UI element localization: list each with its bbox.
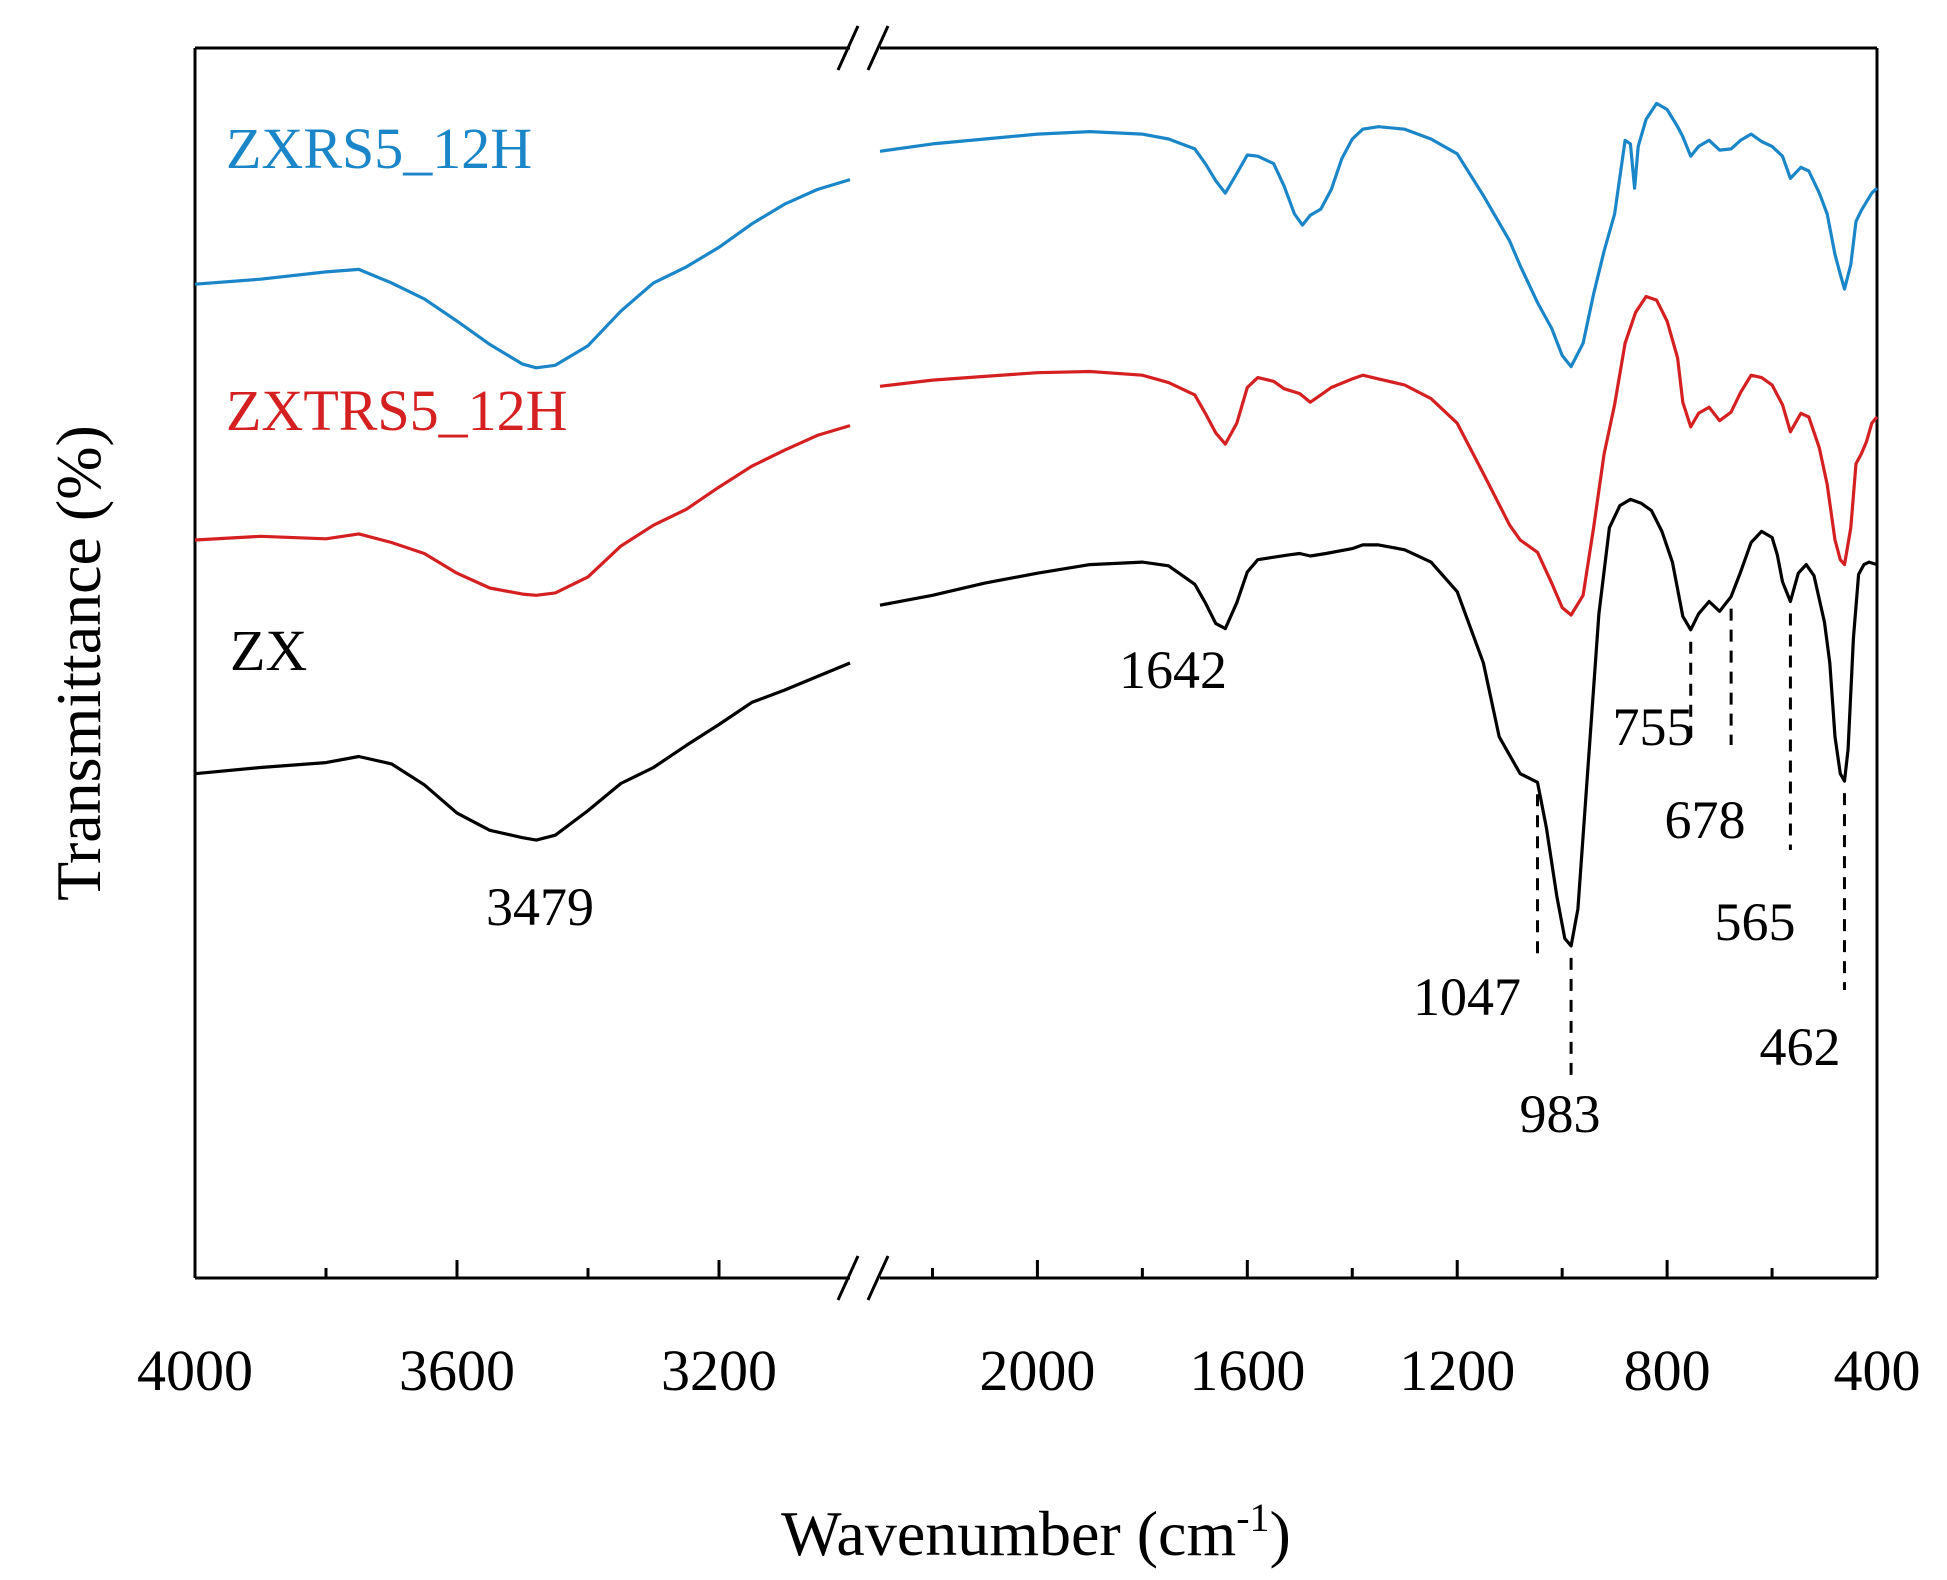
x-axis-title-main: Wavenumber (cm xyxy=(781,1498,1236,1569)
peak-label-983: 983 xyxy=(1520,1084,1601,1144)
series-line-zx-left xyxy=(194,661,851,842)
x-tick-label: 3200 xyxy=(661,1338,777,1403)
break-mark-top-2 xyxy=(866,25,890,71)
peak-label-565: 565 xyxy=(1715,892,1796,952)
x-axis-ticks xyxy=(193,1260,1879,1278)
series-line-zxtrs5-12h-left xyxy=(194,424,851,597)
y-axis-title: Transmittance (%) xyxy=(43,425,114,901)
series-label-zxrs5-12h: ZXRS5_12H xyxy=(226,116,532,181)
peak-label-3479: 3479 xyxy=(486,877,594,937)
peak-label-678: 678 xyxy=(1665,790,1746,850)
peak-label-1047: 1047 xyxy=(1413,967,1521,1027)
x-tick-label: 1600 xyxy=(1189,1338,1305,1403)
x-tick-label: 400 xyxy=(1834,1338,1921,1403)
series-line-zx-right xyxy=(879,497,1878,948)
x-axis-tick-labels: 4000 3600 3200 2000 1600 1200 800 400 xyxy=(137,1338,1921,1403)
x-tick-label: 2000 xyxy=(979,1338,1095,1403)
peak-guides xyxy=(1535,608,1846,1075)
axes-frame xyxy=(193,46,1879,1280)
series-label-zxtrs5-12h: ZXTRS5_12H xyxy=(226,378,568,443)
break-mark-bottom-1 xyxy=(836,1255,860,1301)
break-mark-bottom-2 xyxy=(866,1255,890,1301)
series-label-zx: ZX xyxy=(230,618,307,683)
peak-label-1642: 1642 xyxy=(1119,640,1227,700)
peak-label-755: 755 xyxy=(1613,697,1694,757)
series-line-zxtrs5-12h-right xyxy=(879,294,1879,617)
x-tick-label: 3600 xyxy=(399,1338,515,1403)
x-tick-label: 800 xyxy=(1624,1338,1711,1403)
peak-annotations: 3479 1642 1047 983 755 678 565 462 xyxy=(486,640,1841,1144)
series-line-zxrs5-12h-left xyxy=(194,178,851,370)
peak-label-462: 462 xyxy=(1760,1017,1841,1077)
series-lines xyxy=(194,101,1879,948)
x-tick-label: 4000 xyxy=(137,1338,253,1403)
break-mark-top-1 xyxy=(836,25,860,71)
series-labels: ZXRS5_12H ZXTRS5_12H ZX xyxy=(226,116,568,683)
series-line-zxrs5-12h-right xyxy=(879,101,1879,369)
x-axis-title-sup: -1 xyxy=(1236,1495,1269,1540)
x-axis-title-suffix: ) xyxy=(1270,1498,1291,1569)
axis-break-marks xyxy=(836,25,890,1301)
x-tick-label: 1200 xyxy=(1399,1338,1515,1403)
x-axis-title: Wavenumber (cm-1) xyxy=(781,1495,1291,1569)
